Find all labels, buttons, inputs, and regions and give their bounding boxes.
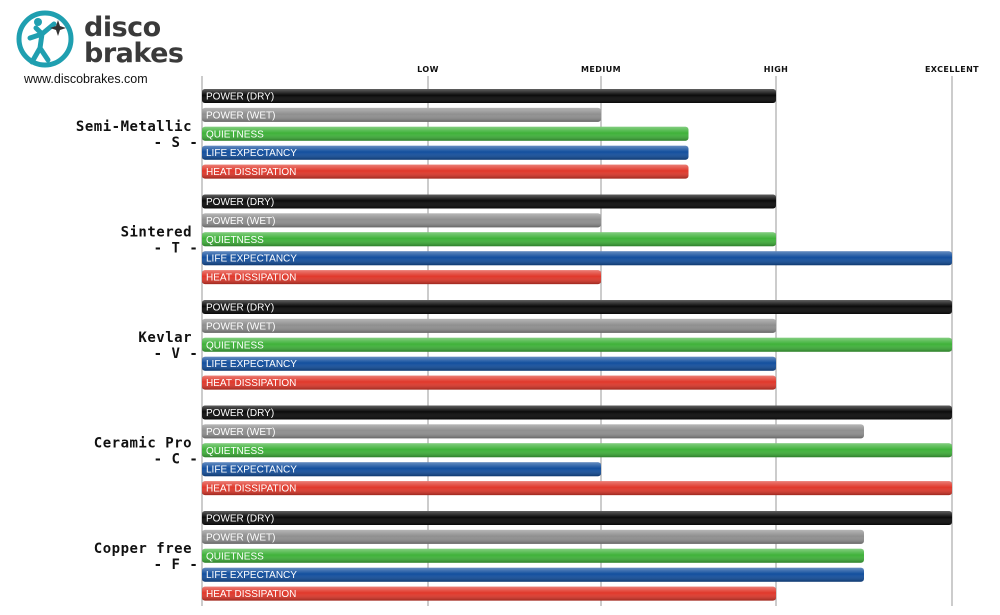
group-code-copper-free: - F - bbox=[154, 557, 199, 573]
group-name-semi-metallic: Semi-Metallic bbox=[76, 119, 192, 135]
group-code-ceramic-pro: - C - bbox=[154, 452, 199, 468]
logo: disco brakes www.discobrakes.com bbox=[14, 6, 194, 90]
tick-label-medium: MEDIUM bbox=[581, 65, 621, 74]
bar-semi-metallic-quietness bbox=[202, 126, 689, 141]
bar-label-sintered-life-expectancy: LIFE EXPECTANCY bbox=[206, 254, 297, 265]
tick-label-excellent: EXCELLENT bbox=[925, 65, 979, 74]
bar-label-copper-free-heat-dissipation: HEAT DISSIPATION bbox=[206, 589, 296, 600]
bar-label-copper-free-power-wet: POWER (WET) bbox=[206, 532, 275, 543]
bar-sintered-quietness bbox=[202, 232, 776, 247]
group-name-copper-free: Copper free bbox=[94, 541, 192, 557]
bar-label-kevlar-quietness: QUIETNESS bbox=[206, 340, 264, 351]
bar-kevlar-power-wet bbox=[202, 318, 776, 333]
bar-ceramic-pro-heat-dissipation bbox=[202, 481, 952, 496]
bar-label-copper-free-power-dry: POWER (DRY) bbox=[206, 514, 274, 525]
brand-name-line2: brakes bbox=[84, 38, 184, 69]
bar-semi-metallic-power-dry bbox=[202, 89, 776, 103]
bar-label-sintered-quietness: QUIETNESS bbox=[206, 235, 264, 246]
tick-label-low: LOW bbox=[417, 65, 439, 74]
group-code-kevlar: - V - bbox=[154, 346, 199, 362]
tick-label-high: HIGH bbox=[764, 65, 789, 74]
bar-label-ceramic-pro-heat-dissipation: HEAT DISSIPATION bbox=[206, 484, 296, 495]
bar-sintered-life-expectancy bbox=[202, 251, 952, 266]
bar-label-ceramic-pro-quietness: QUIETNESS bbox=[206, 446, 264, 457]
bar-label-semi-metallic-heat-dissipation: HEAT DISSIPATION bbox=[206, 167, 296, 178]
group-name-sintered: Sintered bbox=[121, 225, 192, 241]
bar-ceramic-pro-power-wet bbox=[202, 424, 864, 439]
bar-copper-free-power-wet bbox=[202, 529, 864, 544]
group-code-sintered: - T - bbox=[154, 241, 199, 257]
bar-copper-free-quietness bbox=[202, 548, 864, 563]
bar-label-semi-metallic-power-wet: POWER (WET) bbox=[206, 110, 275, 121]
bar-label-ceramic-pro-power-wet: POWER (WET) bbox=[206, 427, 275, 438]
disco-dancer-icon bbox=[16, 10, 74, 68]
bar-label-semi-metallic-quietness: QUIETNESS bbox=[206, 129, 264, 140]
bar-copper-free-life-expectancy bbox=[202, 567, 864, 582]
bar-label-sintered-heat-dissipation: HEAT DISSIPATION bbox=[206, 273, 296, 284]
bar-label-kevlar-heat-dissipation: HEAT DISSIPATION bbox=[206, 378, 296, 389]
bar-label-kevlar-power-dry: POWER (DRY) bbox=[206, 303, 274, 314]
group-name-kevlar: Kevlar bbox=[138, 330, 192, 346]
group-name-ceramic-pro: Ceramic Pro bbox=[94, 436, 192, 452]
bar-label-semi-metallic-power-dry: POWER (DRY) bbox=[206, 92, 274, 103]
bar-ceramic-pro-quietness bbox=[202, 443, 952, 458]
bar-kevlar-power-dry bbox=[202, 300, 952, 314]
bar-label-ceramic-pro-power-dry: POWER (DRY) bbox=[206, 408, 274, 419]
bar-label-sintered-power-dry: POWER (DRY) bbox=[206, 197, 274, 208]
bar-label-copper-free-quietness: QUIETNESS bbox=[206, 551, 264, 562]
bar-kevlar-quietness bbox=[202, 337, 952, 352]
website-url: www.discobrakes.com bbox=[24, 72, 148, 86]
bar-label-ceramic-pro-life-expectancy: LIFE EXPECTANCY bbox=[206, 465, 297, 476]
bar-label-kevlar-power-wet: POWER (WET) bbox=[206, 321, 275, 332]
group-code-semi-metallic: - S - bbox=[154, 135, 199, 151]
bar-copper-free-power-dry bbox=[202, 511, 952, 525]
bar-sintered-power-dry bbox=[202, 194, 776, 209]
bar-ceramic-pro-power-dry bbox=[202, 405, 952, 420]
bar-label-kevlar-life-expectancy: LIFE EXPECTANCY bbox=[206, 359, 297, 370]
brand-name-line1: disco bbox=[84, 12, 161, 43]
bar-label-sintered-power-wet: POWER (WET) bbox=[206, 216, 275, 227]
bar-label-copper-free-life-expectancy: LIFE EXPECTANCY bbox=[206, 570, 297, 581]
bar-label-semi-metallic-life-expectancy: LIFE EXPECTANCY bbox=[206, 148, 297, 159]
